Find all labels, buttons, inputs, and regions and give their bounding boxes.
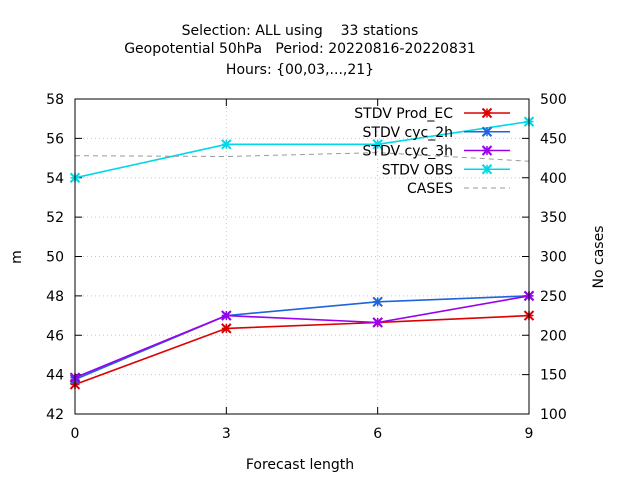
x-axis-label: Forecast length [246, 457, 354, 473]
plot-frame [74, 98, 530, 415]
y2-tick-label-2: 200 [540, 328, 567, 344]
title-line-1: Selection: ALL using 33 stations [182, 23, 419, 39]
y2-tick-label-8: 500 [540, 92, 567, 108]
y-tick-label-5: 52 [46, 210, 64, 226]
chart-title: Selection: ALL using 33 stations Geopote… [124, 23, 476, 78]
legend: STDV Prod_EC STDV cyc_2h STDV cyc_3h STDV O… [354, 106, 510, 197]
series-3-point-2 [372, 139, 383, 150]
x-tick-label-0: 0 [71, 426, 80, 442]
series-4 [74, 152, 530, 162]
series-3-point-1 [221, 139, 232, 150]
y-tick-label-3: 48 [46, 289, 64, 305]
x-tick-label-2: 6 [373, 426, 382, 442]
legend-marker-0 [481, 107, 493, 119]
y2-tick-label-6: 400 [540, 171, 567, 187]
series-2 [69, 290, 535, 383]
legend-marker-2 [481, 145, 493, 156]
y-tick-label-8: 58 [46, 92, 64, 108]
axis-ticks: 42 44 46 48 50 52 54 56 58 100 150 200 250 300 350 400 4… [46, 92, 567, 442]
legend-label-2: STDV cyc_3h [363, 144, 453, 160]
legend-label-4: CASES [407, 181, 453, 197]
series-3 [69, 116, 535, 183]
legend-marker-1 [481, 126, 493, 137]
series-line-1 [74, 295, 530, 381]
series-line-3 [74, 120, 530, 179]
y-tick-label-6: 54 [46, 171, 64, 187]
series-line-2 [74, 295, 530, 379]
series-2-point-1 [221, 310, 232, 321]
series-line-0 [74, 314, 530, 386]
series-0-point-1 [221, 323, 232, 334]
series-0 [69, 310, 535, 390]
y2-tick-label-1: 150 [540, 368, 567, 384]
series-layer [69, 116, 535, 390]
y-axis-label: m [9, 250, 25, 264]
y2-tick-label-5: 350 [540, 210, 567, 226]
y-tick-label-2: 46 [46, 328, 64, 344]
title-line-3: Hours: {00,03,...,21} [226, 62, 374, 78]
series-1 [69, 290, 535, 385]
legend-label-0: STDV Prod_EC [354, 106, 453, 122]
legend-label-3: STDV OBS [382, 162, 453, 178]
series-1-point-2 [372, 296, 383, 307]
x-tick-label-3: 9 [525, 426, 534, 442]
y2-tick-label-3: 250 [540, 289, 567, 305]
y-tick-label-4: 50 [46, 250, 64, 266]
title-line-2: Geopotential 50hPa Period: 20220816-2022… [124, 41, 476, 57]
x-tick-label-1: 3 [222, 426, 231, 442]
series-line-4 [74, 152, 530, 162]
legend-marker-3 [481, 164, 493, 175]
y2-axis-label: No cases [591, 226, 607, 289]
legend-label-1: STDV cyc_2h [363, 125, 453, 141]
y2-tick-label-4: 300 [540, 250, 567, 266]
y-tick-label-1: 44 [46, 368, 64, 384]
y2-tick-label-7: 450 [540, 131, 567, 147]
y-tick-label-7: 56 [46, 131, 64, 147]
y2-tick-label-0: 100 [540, 407, 567, 423]
y-tick-label-0: 42 [46, 407, 64, 423]
grid-lines [75, 99, 529, 414]
series-2-point-2 [372, 317, 383, 328]
